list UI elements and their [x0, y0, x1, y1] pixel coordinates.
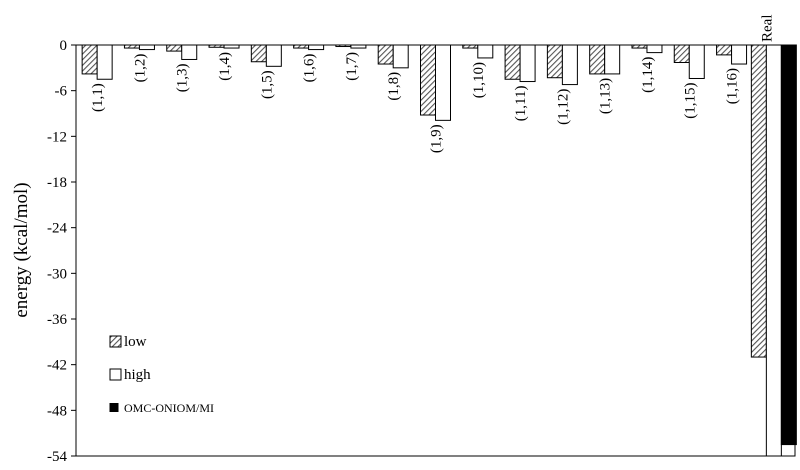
y-tick-label: -48: [47, 403, 67, 419]
legend-swatch: [109, 403, 119, 412]
bar-high: [350, 44, 367, 49]
category-label: (1,3): [175, 63, 191, 92]
plot-area: 0 -6 -12 -18 -24 -30 -36 -42 -48 -54 (1,1) (1,2) (1,…: [47, 15, 797, 465]
y-tick-label: -36: [47, 312, 67, 328]
y-tick-label: -30: [47, 266, 67, 282]
category-label: (1,4): [217, 52, 233, 81]
bar-low: [673, 44, 690, 64]
category-label: (1,10): [471, 62, 487, 98]
category-label: (1,8): [386, 72, 402, 101]
category-label: (1,5): [259, 70, 275, 99]
bar-high: [392, 44, 409, 69]
category-label: (1,14): [640, 57, 656, 93]
legend-swatch: [109, 335, 122, 348]
bar-high: [96, 44, 113, 80]
bar-high: [435, 44, 451, 121]
y-tick-label: -54: [47, 449, 67, 465]
bar-low: [589, 44, 606, 75]
bar-high: [731, 44, 748, 65]
bar-high: [519, 44, 536, 83]
bar-high: [646, 44, 663, 54]
category-label: (1,16): [725, 68, 741, 104]
y-axis-label: energy (kcal/mol): [11, 182, 32, 317]
category-label: (1,7): [344, 52, 360, 81]
legend-label: high: [124, 367, 151, 383]
y-tick-label: -12: [47, 129, 67, 145]
y-tick-label: 0: [60, 38, 68, 54]
category-label: (1,11): [513, 86, 529, 122]
bar-low: [166, 44, 183, 52]
category-label: (1,15): [682, 82, 698, 118]
category-label: (1,2): [132, 54, 148, 83]
bar-low: [377, 44, 394, 65]
category-label: (1,9): [429, 124, 445, 153]
bar-low: [420, 44, 436, 116]
bar-high: [604, 44, 621, 75]
bar-low: [81, 44, 98, 75]
bar-low: [546, 44, 563, 79]
legend-label: OMC-ONIOM/MI: [124, 401, 214, 415]
bar-high: [688, 44, 705, 79]
bar-low: [335, 44, 352, 48]
bar-low: [462, 44, 479, 49]
bar-low: [750, 44, 767, 358]
category-label: (1,6): [302, 54, 318, 83]
legend-label: low: [124, 334, 147, 350]
y-tick-label: -42: [47, 358, 67, 374]
bar-high: [223, 44, 240, 49]
category-label: (1,12): [555, 89, 571, 125]
category-label: (1,13): [598, 78, 614, 114]
legend-swatch: [109, 368, 122, 381]
bar-low: [293, 44, 310, 49]
bar-high: [138, 44, 155, 51]
bar-low: [716, 44, 733, 56]
bar-high: [765, 44, 782, 457]
bar-low: [123, 44, 140, 49]
bar-high: [561, 44, 578, 86]
y-tick-label: -24: [47, 221, 67, 237]
y-tick-label: -18: [47, 175, 67, 191]
bar-omc-oniom-mi: [780, 44, 797, 446]
y-tick-label: -6: [55, 84, 68, 100]
bar-low: [504, 44, 521, 80]
category-label: (1,1): [90, 83, 106, 112]
category-label: Real: [759, 15, 775, 43]
bar-low: [631, 44, 648, 49]
bar-high: [308, 44, 325, 51]
bar-high: [477, 44, 494, 59]
bar-low: [208, 44, 225, 48]
bar-high: [265, 44, 282, 67]
bar-high: [181, 44, 198, 60]
bar-low: [250, 44, 267, 63]
